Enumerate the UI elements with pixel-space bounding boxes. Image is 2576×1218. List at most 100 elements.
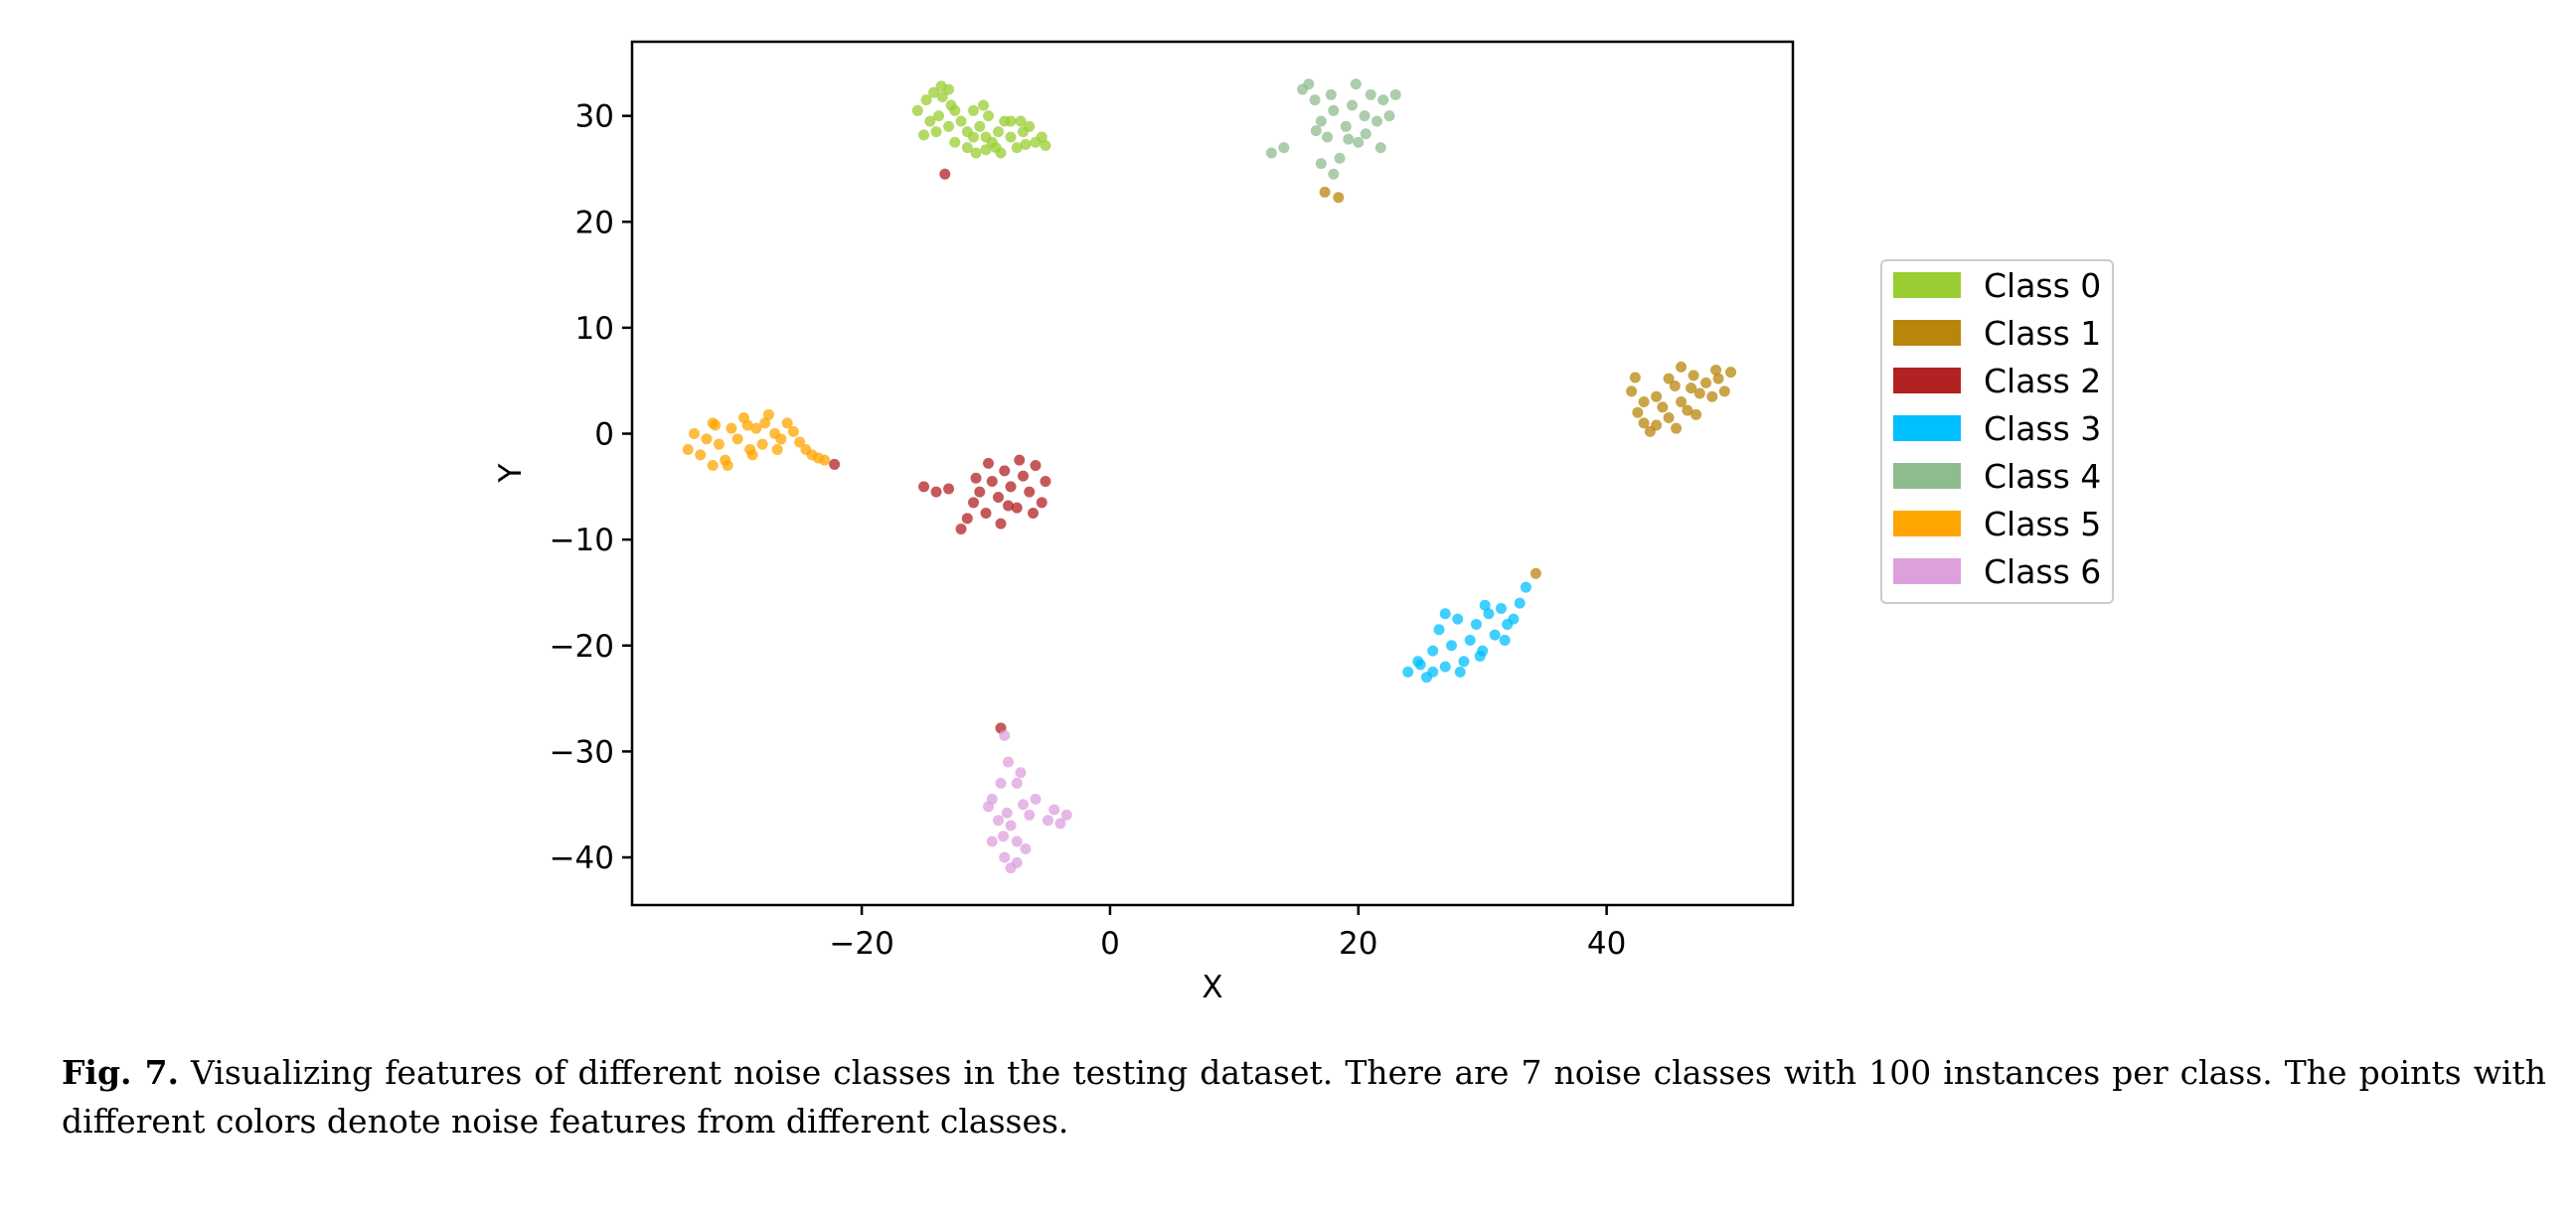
data-point (1706, 390, 1718, 402)
data-point (771, 444, 783, 456)
data-point (1377, 94, 1389, 106)
x-tick-label: 40 (1587, 926, 1626, 962)
data-point (682, 444, 694, 456)
legend-label: Class 2 (1984, 362, 2101, 400)
data-point (695, 449, 707, 461)
data-point (943, 483, 955, 495)
x-tick-label: −20 (829, 926, 893, 962)
data-point (1309, 94, 1321, 106)
data-point (1315, 115, 1327, 127)
data-point (930, 486, 942, 498)
data-point (983, 457, 995, 469)
data-point (759, 417, 771, 429)
data-point (1011, 836, 1023, 847)
data-point (1514, 597, 1526, 609)
data-point (713, 438, 724, 450)
data-point (701, 433, 713, 445)
data-point (1433, 624, 1445, 636)
legend-label: Class 3 (1984, 409, 2101, 448)
data-point (746, 449, 758, 461)
legend-label: Class 5 (1984, 505, 2101, 543)
data-point (1347, 99, 1359, 111)
data-point (1024, 486, 1036, 498)
data-point (968, 131, 980, 143)
data-point (955, 523, 967, 534)
data-point (1011, 142, 1023, 154)
y-axis-title: Y (493, 463, 529, 483)
legend-swatch (1893, 272, 1961, 298)
data-point (1030, 793, 1042, 805)
data-point (1360, 128, 1371, 140)
data-point (995, 777, 1007, 789)
data-points (682, 78, 1737, 874)
data-point (1353, 136, 1365, 148)
data-point (1638, 396, 1650, 408)
data-point (1011, 777, 1023, 789)
data-point (1495, 602, 1507, 614)
data-point (1479, 599, 1491, 611)
data-point (1343, 133, 1355, 145)
data-point (1626, 385, 1638, 397)
data-point (933, 110, 945, 122)
data-point (1005, 115, 1017, 127)
data-point (1001, 807, 1013, 819)
data-point (1439, 608, 1451, 620)
data-point (1005, 131, 1017, 143)
y-tick-label: −10 (550, 523, 614, 558)
data-point (1011, 502, 1023, 514)
data-point (1322, 131, 1334, 143)
data-point (1663, 412, 1675, 424)
data-point (1024, 120, 1036, 132)
caption-label: Fig. 7. (62, 1053, 180, 1092)
series-5 (682, 408, 831, 472)
data-point (756, 438, 768, 450)
y-tick-label: 0 (594, 417, 614, 453)
legend-swatch (1893, 368, 1961, 393)
x-axis: −20 0 20 40 (829, 905, 1626, 962)
data-point (1676, 361, 1688, 373)
legend-label: Class 6 (1984, 552, 2101, 591)
data-point (1048, 804, 1060, 816)
data-point (970, 472, 982, 484)
data-point (1328, 168, 1340, 180)
data-point (1389, 88, 1401, 100)
data-point (939, 168, 951, 180)
data-point (1470, 618, 1482, 630)
data-point (1651, 390, 1663, 402)
data-point (983, 110, 995, 122)
data-point (1036, 497, 1047, 509)
data-point (731, 433, 743, 445)
data-point (999, 465, 1011, 477)
data-point (1663, 373, 1675, 384)
legend-swatch (1893, 415, 1961, 441)
legend-swatch (1893, 320, 1961, 346)
data-point (1315, 158, 1327, 170)
data-point (924, 115, 936, 127)
data-point (1003, 756, 1015, 768)
data-point (1508, 613, 1520, 625)
data-point (1454, 666, 1466, 678)
x-axis-title: X (1202, 970, 1222, 1005)
x-tick-label: 0 (1100, 926, 1120, 962)
data-point (911, 104, 923, 116)
y-tick-label: 30 (575, 99, 614, 135)
data-point (1700, 377, 1712, 388)
data-point (710, 419, 722, 431)
data-point (1718, 385, 1730, 397)
y-tick-label: 10 (575, 311, 614, 347)
data-point (945, 99, 957, 111)
data-point (1682, 404, 1693, 416)
data-point (1712, 373, 1724, 384)
data-point (1024, 809, 1036, 821)
data-point (993, 491, 1005, 503)
data-point (1278, 142, 1290, 154)
data-point (920, 94, 932, 106)
data-point (741, 419, 753, 431)
data-point (1042, 815, 1053, 827)
data-point (1520, 581, 1531, 593)
data-point (1060, 809, 1072, 821)
data-point (999, 851, 1011, 863)
data-point (1725, 367, 1737, 379)
data-point (949, 136, 961, 148)
caption-text: Visualizing features of different noise … (62, 1053, 2547, 1141)
